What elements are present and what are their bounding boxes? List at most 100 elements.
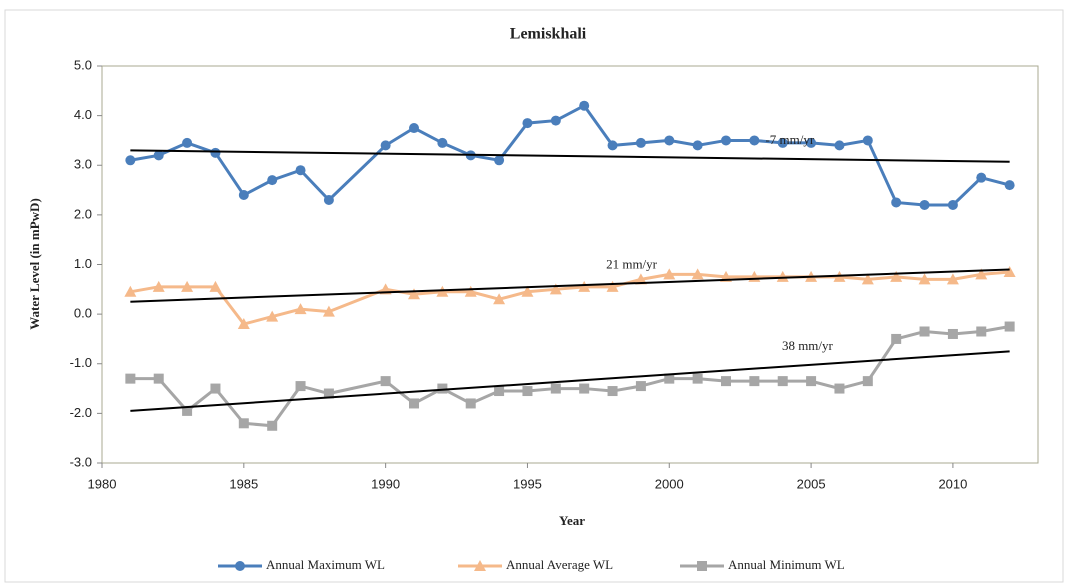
data-point bbox=[664, 373, 675, 384]
data-point bbox=[635, 381, 646, 392]
x-tick-label: 2005 bbox=[797, 476, 826, 491]
data-point bbox=[975, 268, 988, 280]
data-point bbox=[267, 420, 278, 431]
y-tick-label: 1.0 bbox=[74, 256, 92, 271]
data-point bbox=[862, 135, 873, 146]
y-tick-label: -2.0 bbox=[70, 405, 92, 420]
data-point bbox=[323, 388, 334, 399]
data-point bbox=[494, 386, 505, 397]
data-point bbox=[721, 376, 731, 387]
data-point bbox=[919, 326, 930, 337]
data-point bbox=[522, 118, 533, 129]
data-point bbox=[209, 280, 222, 292]
data-point bbox=[834, 383, 845, 394]
data-point bbox=[153, 373, 164, 384]
data-point bbox=[521, 285, 534, 297]
x-tick-label: 2000 bbox=[655, 476, 684, 491]
data-point bbox=[890, 270, 903, 282]
data-point bbox=[607, 386, 618, 397]
data-point bbox=[692, 373, 703, 384]
data-point bbox=[691, 268, 704, 280]
y-tick-label: 5.0 bbox=[74, 57, 92, 72]
x-axis-label: Year bbox=[559, 513, 585, 528]
data-point bbox=[946, 273, 959, 285]
data-point bbox=[493, 293, 506, 305]
data-point bbox=[323, 194, 334, 205]
data-point bbox=[1003, 265, 1016, 277]
data-point bbox=[125, 373, 136, 384]
trend-label: 38 mm/yr bbox=[782, 338, 834, 353]
data-point bbox=[380, 376, 391, 387]
x-tick-label: 1985 bbox=[229, 476, 258, 491]
data-point bbox=[409, 398, 419, 409]
data-point bbox=[578, 280, 591, 292]
data-point bbox=[1004, 180, 1015, 191]
data-point bbox=[267, 175, 278, 186]
data-point bbox=[891, 197, 902, 208]
data-point bbox=[238, 190, 249, 201]
data-point bbox=[380, 140, 391, 151]
data-point bbox=[182, 405, 193, 416]
data-point bbox=[919, 199, 930, 210]
data-point bbox=[238, 418, 249, 429]
data-point bbox=[237, 318, 250, 330]
data-point bbox=[891, 333, 902, 344]
data-point bbox=[494, 155, 505, 166]
data-point bbox=[664, 135, 675, 146]
y-tick-label: -1.0 bbox=[70, 355, 92, 370]
data-point bbox=[182, 137, 193, 148]
data-point bbox=[861, 273, 874, 285]
trend-line bbox=[130, 268, 1010, 303]
data-point bbox=[749, 135, 760, 146]
legend-marker bbox=[697, 561, 707, 571]
data-point bbox=[464, 285, 477, 297]
data-point bbox=[124, 285, 137, 297]
trend-label: 21 mm/yr bbox=[606, 256, 658, 271]
y-axis-label: Water Level (in mPwD) bbox=[27, 198, 42, 330]
x-tick-label: 2010 bbox=[938, 476, 967, 491]
data-point bbox=[181, 280, 194, 292]
data-point bbox=[918, 273, 931, 285]
data-point bbox=[834, 140, 845, 151]
y-tick-label: 2.0 bbox=[74, 206, 92, 221]
data-point bbox=[153, 150, 164, 161]
data-point bbox=[976, 326, 987, 337]
chart-border bbox=[4, 9, 1064, 583]
data-point bbox=[437, 137, 448, 148]
data-point bbox=[663, 268, 676, 280]
trend-line bbox=[130, 149, 1010, 163]
data-point bbox=[777, 137, 788, 148]
data-point bbox=[721, 135, 731, 146]
data-point bbox=[210, 383, 221, 394]
legend-label: Annual Minimum WL bbox=[728, 557, 845, 572]
data-point bbox=[549, 283, 562, 295]
data-point bbox=[550, 115, 561, 126]
data-point bbox=[322, 305, 335, 317]
data-point bbox=[749, 376, 760, 387]
data-point bbox=[692, 140, 703, 151]
data-point bbox=[947, 328, 958, 339]
data-point bbox=[947, 199, 958, 210]
data-point bbox=[634, 273, 647, 285]
data-point bbox=[152, 280, 165, 292]
x-tick-label: 1995 bbox=[513, 476, 542, 491]
data-point bbox=[607, 140, 618, 151]
data-point bbox=[522, 386, 533, 397]
data-point bbox=[465, 398, 476, 409]
trend-label: -7 mm/yr bbox=[765, 132, 814, 147]
data-point bbox=[976, 172, 987, 183]
legend-label: Annual Average WL bbox=[506, 557, 613, 572]
data-point bbox=[125, 155, 136, 166]
y-tick-label: 3.0 bbox=[74, 157, 92, 172]
x-tick-label: 1990 bbox=[371, 476, 400, 491]
y-tick-label: 0.0 bbox=[74, 306, 92, 321]
y-tick-label: 4.0 bbox=[74, 107, 92, 122]
legend-marker bbox=[474, 560, 486, 571]
data-point bbox=[776, 270, 789, 282]
data-point bbox=[437, 383, 448, 394]
data-point bbox=[579, 383, 590, 394]
data-point bbox=[862, 376, 873, 387]
data-point bbox=[579, 100, 590, 111]
chart-title: Lemiskhali bbox=[510, 26, 587, 43]
